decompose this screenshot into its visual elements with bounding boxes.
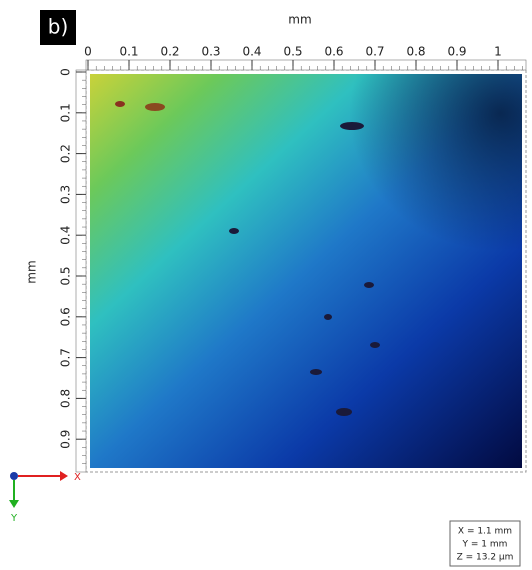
- surface-defects: [115, 101, 380, 416]
- x-tick-label: 1: [494, 45, 502, 59]
- x-orientation-label: X: [74, 472, 81, 483]
- y-tick-label: 0.1: [59, 103, 73, 122]
- y-tick-label: 0.3: [59, 185, 73, 204]
- y-ruler: [75, 69, 87, 473]
- x-tick-label: 0.8: [406, 45, 425, 59]
- info-line: Y = 1 mm: [462, 540, 508, 550]
- info-box: [449, 520, 521, 567]
- panel-label: b): [48, 15, 69, 39]
- y-axis-label: mm: [25, 260, 39, 283]
- y-tick-label: 0.8: [59, 389, 73, 408]
- origin-dot: [10, 472, 18, 480]
- surface-shade: [90, 74, 522, 468]
- info-line: Z = 13.2 µm: [457, 553, 514, 563]
- y-orientation-label: Y: [10, 513, 18, 524]
- y-tick-label: 0.4: [59, 226, 73, 245]
- y-tick-label: 0.5: [59, 266, 73, 285]
- y-tick-label: 0: [59, 68, 73, 76]
- info-line: X = 1.1 mm: [458, 527, 512, 537]
- y-tick-label: 0.2: [59, 144, 73, 163]
- y-tick-label: 0.7: [59, 348, 73, 367]
- x-tick-label: 0.4: [242, 45, 261, 59]
- x-tick-label: 0.1: [119, 45, 138, 59]
- y-tick-label: 0.9: [59, 430, 73, 449]
- x-arrow-head: [60, 471, 68, 481]
- x-axis-label: mm: [288, 13, 311, 27]
- x-tick-label: 0.3: [201, 45, 220, 59]
- x-tick-label: 0.6: [324, 45, 343, 59]
- x-tick-label: 0.2: [160, 45, 179, 59]
- x-tick-label: 0.5: [283, 45, 302, 59]
- panel-label-box: [40, 10, 76, 45]
- x-tick-label: 0: [84, 45, 92, 59]
- x-tick-label: 0.7: [365, 45, 384, 59]
- x-ruler: [85, 59, 527, 71]
- x-tick-label: 0.9: [447, 45, 466, 59]
- y-tick-label: 0.6: [59, 307, 73, 326]
- y-arrow-head: [9, 500, 19, 508]
